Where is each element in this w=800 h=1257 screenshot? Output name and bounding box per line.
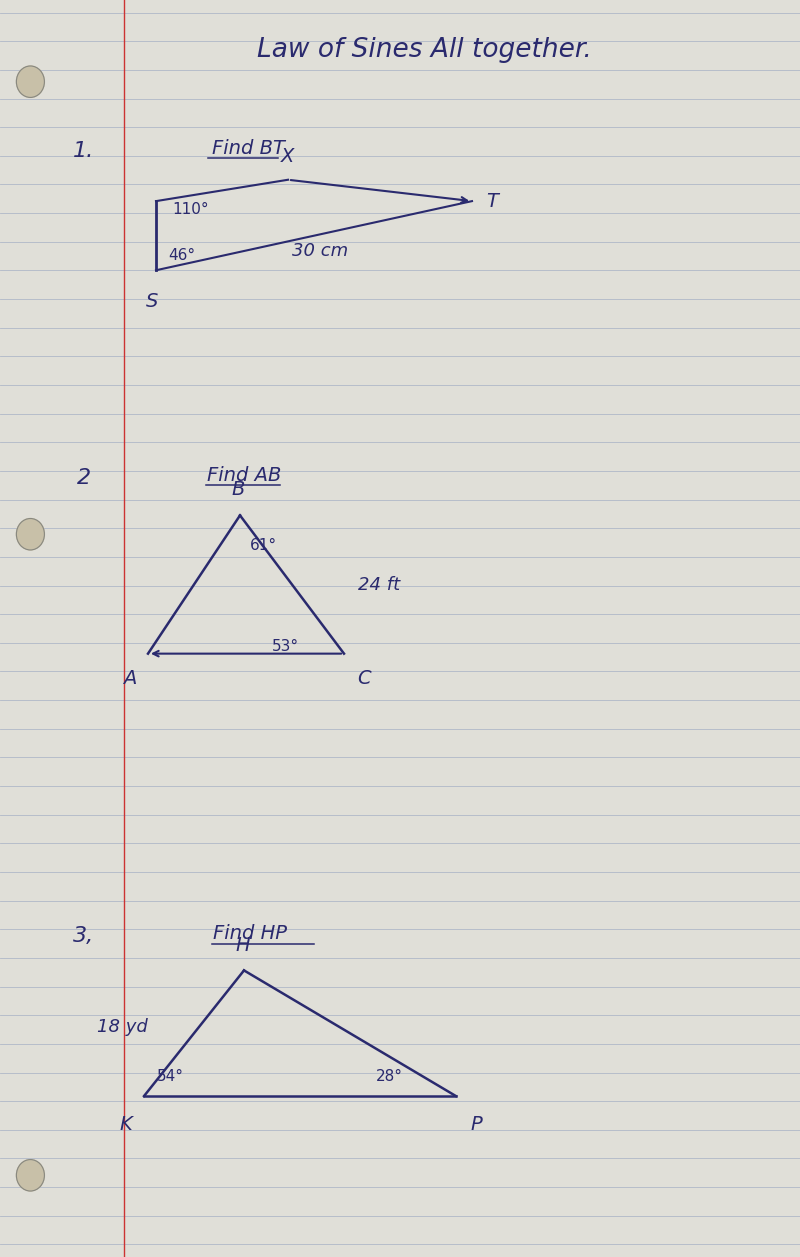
Text: B: B xyxy=(232,480,245,499)
Text: 2: 2 xyxy=(77,468,91,488)
Text: S: S xyxy=(146,292,158,310)
Text: H: H xyxy=(236,936,250,955)
Ellipse shape xyxy=(16,1159,45,1192)
Text: 24 ft: 24 ft xyxy=(358,576,401,593)
Text: A: A xyxy=(122,669,136,688)
Text: 3,: 3, xyxy=(74,926,94,947)
Text: 46°: 46° xyxy=(168,248,195,263)
Text: T: T xyxy=(486,191,498,211)
Text: 30 cm: 30 cm xyxy=(292,243,348,260)
Ellipse shape xyxy=(16,65,45,98)
Text: K: K xyxy=(119,1115,132,1134)
Text: C: C xyxy=(357,669,370,688)
Text: 61°: 61° xyxy=(250,538,277,553)
Text: P: P xyxy=(470,1115,482,1134)
Text: Find BT: Find BT xyxy=(211,138,285,158)
Text: 1.: 1. xyxy=(74,141,94,161)
Text: 53°: 53° xyxy=(272,639,299,654)
Text: Find HP: Find HP xyxy=(213,924,286,944)
Text: 18 yd: 18 yd xyxy=(98,1018,148,1036)
Text: X: X xyxy=(282,147,294,166)
Ellipse shape xyxy=(16,519,45,551)
Text: Find AB: Find AB xyxy=(207,465,281,485)
Text: 110°: 110° xyxy=(172,202,209,217)
Text: Law of Sines All together.: Law of Sines All together. xyxy=(257,38,591,63)
Text: 28°: 28° xyxy=(376,1068,403,1084)
Text: 54°: 54° xyxy=(157,1068,184,1084)
